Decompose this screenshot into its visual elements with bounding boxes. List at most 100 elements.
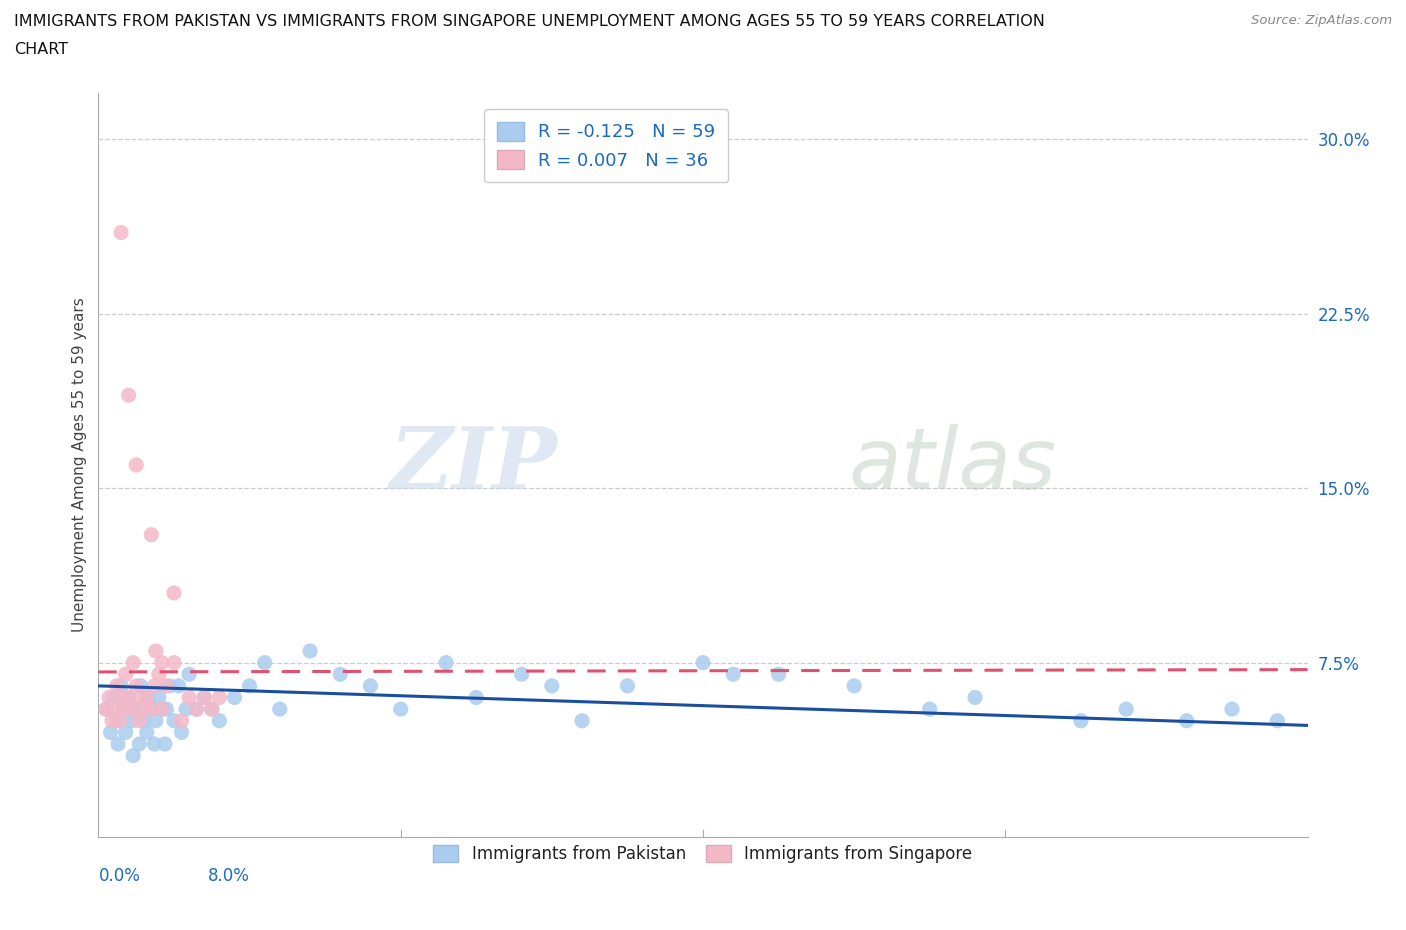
Point: [114, 725, 136, 740]
Legend: Immigrants from Pakistan, Immigrants from Singapore: Immigrants from Pakistan, Immigrants fro…: [427, 838, 979, 870]
Point: [170, 713, 193, 728]
Point: [389, 702, 412, 717]
Point: [129, 690, 152, 705]
Point: [918, 702, 941, 717]
Point: [105, 713, 128, 728]
Point: [121, 713, 143, 728]
Point: [128, 737, 150, 751]
Point: [1267, 713, 1289, 728]
Y-axis label: Unemployment Among Ages 55 to 59 years: Unemployment Among Ages 55 to 59 years: [72, 298, 87, 632]
Point: [150, 702, 173, 717]
Point: [434, 656, 457, 671]
Point: [128, 713, 150, 728]
Point: [143, 679, 166, 694]
Point: [110, 225, 132, 240]
Point: [112, 702, 135, 717]
Point: [360, 679, 382, 694]
Point: [299, 644, 322, 658]
Point: [132, 702, 155, 717]
Point: [465, 690, 488, 705]
Point: [1175, 713, 1198, 728]
Point: [145, 644, 167, 658]
Point: [135, 725, 157, 740]
Point: [110, 679, 132, 694]
Point: [692, 656, 714, 671]
Point: [186, 702, 208, 717]
Point: [163, 656, 186, 671]
Point: [114, 667, 136, 682]
Point: [179, 667, 201, 682]
Text: 8.0%: 8.0%: [208, 867, 250, 884]
Point: [167, 679, 190, 694]
Text: atlas: atlas: [848, 423, 1056, 507]
Point: [118, 690, 141, 705]
Text: IMMIGRANTS FROM PAKISTAN VS IMMIGRANTS FROM SINGAPORE UNEMPLOYMENT AMONG AGES 55: IMMIGRANTS FROM PAKISTAN VS IMMIGRANTS F…: [14, 14, 1045, 29]
Point: [118, 690, 141, 705]
Text: Source: ZipAtlas.com: Source: ZipAtlas.com: [1251, 14, 1392, 27]
Point: [141, 702, 163, 717]
Point: [329, 667, 352, 682]
Point: [201, 702, 224, 717]
Point: [965, 690, 987, 705]
Point: [108, 713, 131, 728]
Point: [179, 690, 201, 705]
Point: [170, 725, 193, 740]
Point: [107, 737, 129, 751]
Point: [208, 690, 231, 705]
Point: [111, 702, 134, 717]
Point: [571, 713, 593, 728]
Text: CHART: CHART: [14, 42, 67, 57]
Point: [143, 737, 166, 751]
Point: [616, 679, 638, 694]
Point: [94, 702, 117, 717]
Point: [141, 702, 163, 717]
Point: [510, 667, 533, 682]
Point: [155, 702, 177, 717]
Point: [145, 713, 167, 728]
Point: [1220, 702, 1243, 717]
Point: [148, 690, 170, 705]
Point: [208, 713, 231, 728]
Point: [155, 679, 177, 694]
Point: [768, 667, 790, 682]
Point: [1115, 702, 1137, 717]
Point: [122, 748, 145, 763]
Point: [94, 702, 117, 717]
Point: [129, 679, 152, 694]
Point: [135, 690, 157, 705]
Point: [101, 713, 124, 728]
Point: [224, 690, 246, 705]
Point: [201, 702, 224, 717]
Point: [193, 690, 215, 705]
Point: [163, 713, 186, 728]
Point: [125, 458, 148, 472]
Point: [269, 702, 291, 717]
Point: [239, 679, 262, 694]
Point: [103, 690, 125, 705]
Point: [110, 690, 132, 705]
Point: [150, 656, 173, 671]
Point: [153, 737, 176, 751]
Point: [150, 702, 173, 717]
Point: [723, 667, 745, 682]
Point: [174, 702, 197, 717]
Point: [103, 702, 125, 717]
Text: ZIP: ZIP: [389, 423, 558, 507]
Point: [844, 679, 866, 694]
Point: [98, 690, 121, 705]
Point: [121, 702, 143, 717]
Point: [118, 388, 141, 403]
Point: [141, 527, 163, 542]
Point: [1070, 713, 1092, 728]
Point: [132, 713, 155, 728]
Point: [186, 702, 208, 717]
Point: [540, 679, 562, 694]
Point: [163, 586, 186, 601]
Text: 0.0%: 0.0%: [98, 867, 141, 884]
Point: [125, 702, 148, 717]
Point: [148, 667, 170, 682]
Point: [125, 679, 148, 694]
Point: [100, 725, 122, 740]
Point: [136, 690, 159, 705]
Point: [122, 656, 145, 671]
